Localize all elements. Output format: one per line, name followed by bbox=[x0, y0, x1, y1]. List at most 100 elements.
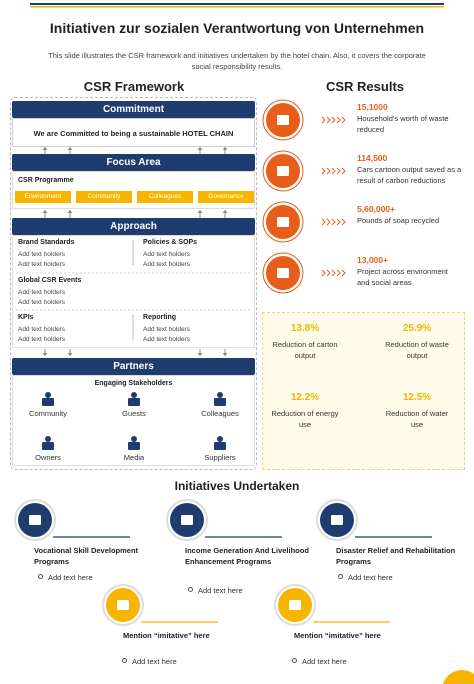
arrow-head bbox=[197, 210, 203, 213]
initiative-bullet: Add text here bbox=[348, 573, 393, 582]
result-icon bbox=[277, 217, 289, 227]
panel bbox=[12, 171, 255, 209]
arrow-head bbox=[197, 147, 203, 150]
item-text: Add text holders bbox=[18, 299, 65, 306]
chevron bbox=[341, 116, 346, 124]
bullet-marker bbox=[338, 574, 343, 579]
section-bar: Approach bbox=[12, 218, 255, 235]
top-stripe bbox=[30, 3, 444, 5]
chevron bbox=[321, 218, 326, 226]
item-text: Add text holders bbox=[18, 336, 65, 343]
stakeholder-icon bbox=[45, 392, 51, 398]
initiative-bullet: Add text here bbox=[302, 657, 347, 666]
section-bar: Focus Area bbox=[12, 154, 255, 171]
result-value: 15,1000 bbox=[357, 102, 388, 112]
stakeholder-label: Guests bbox=[122, 409, 146, 418]
chevron bbox=[341, 167, 346, 175]
stakeholder-icon bbox=[128, 398, 140, 406]
section-bar: Commitment bbox=[12, 101, 255, 118]
initiative-title: Mention “imitative” here bbox=[123, 631, 210, 640]
arrow-head bbox=[42, 147, 48, 150]
item-title: Global CSR Events bbox=[18, 277, 82, 284]
chevron bbox=[326, 116, 331, 124]
item-text: Add text holders bbox=[143, 336, 190, 343]
chevron bbox=[341, 269, 346, 277]
reduction-value: 12.2% bbox=[290, 392, 320, 403]
reduction-panel bbox=[262, 312, 465, 470]
chevron bbox=[336, 167, 341, 175]
label: CSR Programme bbox=[18, 177, 74, 184]
result-text: Household’s worth of waste reduced bbox=[357, 114, 449, 134]
arrow-head bbox=[222, 147, 228, 150]
initiative-icon bbox=[181, 515, 193, 525]
corner-circle bbox=[442, 670, 474, 684]
item-text: Add text holders bbox=[143, 326, 190, 333]
section-heading: Initiatives Undertaken bbox=[174, 479, 300, 493]
result-text: Project across environment and social ar… bbox=[357, 267, 448, 287]
stakeholder-icon bbox=[217, 436, 223, 442]
reduction-text: Reduction of water use bbox=[385, 409, 449, 429]
stakeholder-label: Colleagues bbox=[201, 409, 239, 418]
panel bbox=[12, 375, 255, 466]
chevron bbox=[341, 218, 346, 226]
reduction-value: 12.5% bbox=[402, 392, 432, 403]
item-title: Policies & SOPs bbox=[143, 239, 198, 246]
stakeholder-icon bbox=[217, 392, 223, 398]
section-heading: CSR Framework bbox=[83, 79, 185, 94]
item-title: Brand Standards bbox=[18, 239, 75, 246]
frame bbox=[10, 97, 257, 470]
bullet-marker bbox=[122, 658, 127, 663]
arrow-head bbox=[67, 353, 73, 356]
chevron bbox=[331, 116, 336, 124]
section-bar: Partners bbox=[12, 358, 255, 375]
top-stripe bbox=[30, 6, 444, 8]
item-text: Add text holders bbox=[18, 261, 65, 268]
chevron bbox=[321, 269, 326, 277]
bullet-marker bbox=[188, 587, 193, 592]
initiative-icon bbox=[331, 515, 343, 525]
reduction-text: Reduction of waste output bbox=[385, 340, 449, 360]
stakeholder-label: Community bbox=[29, 409, 67, 418]
result-value: 114,500 bbox=[357, 153, 388, 163]
initiative-icon bbox=[289, 600, 301, 610]
result-value: 13,000+ bbox=[357, 255, 388, 265]
stakeholder-icon bbox=[45, 436, 51, 442]
subtitle: This slide illustrates the CSR framework… bbox=[48, 51, 426, 71]
initiative-title: Disaster Relief and Rehabilitation Progr… bbox=[336, 546, 456, 566]
initiative-bullet: Add text here bbox=[48, 573, 93, 582]
result-text: Cars cartoon output saved as a result of… bbox=[357, 165, 462, 185]
arrow-head bbox=[222, 353, 228, 356]
reduction-value: 25.9% bbox=[402, 323, 432, 334]
chevron bbox=[336, 218, 341, 226]
item-text: Add text holders bbox=[143, 261, 190, 268]
chevron bbox=[331, 167, 336, 175]
tag: Governance bbox=[198, 191, 254, 203]
item-text: Add text holders bbox=[18, 326, 65, 333]
chevron bbox=[326, 218, 331, 226]
chevron bbox=[331, 269, 336, 277]
reduction-text: Reduction of energy use bbox=[271, 409, 339, 429]
statement: We are Committed to being a sustainable … bbox=[12, 118, 255, 147]
stakeholder-icon bbox=[42, 398, 54, 406]
chevron bbox=[336, 116, 341, 124]
item-text: Add text holders bbox=[18, 289, 65, 296]
chevron bbox=[326, 269, 331, 277]
chevron bbox=[321, 167, 326, 175]
stakeholder-label: Media bbox=[123, 453, 145, 462]
item-text: Add text holders bbox=[143, 251, 190, 258]
item-title: KPIs bbox=[18, 314, 34, 321]
result-text: Pounds of soap recycled bbox=[357, 216, 440, 225]
bullet-marker bbox=[38, 574, 43, 579]
initiative-bullet: Add text here bbox=[132, 657, 177, 666]
panel bbox=[12, 235, 255, 348]
label: Engaging Stakeholders bbox=[94, 380, 173, 387]
chevron bbox=[321, 116, 326, 124]
reduction-value: 13.8% bbox=[290, 323, 320, 334]
stakeholder-icon bbox=[128, 442, 140, 450]
stakeholder-label: Suppliers bbox=[204, 453, 236, 462]
result-value: 5,60,000+ bbox=[357, 204, 396, 214]
initiative-icon bbox=[29, 515, 41, 525]
result-icon bbox=[277, 268, 289, 278]
